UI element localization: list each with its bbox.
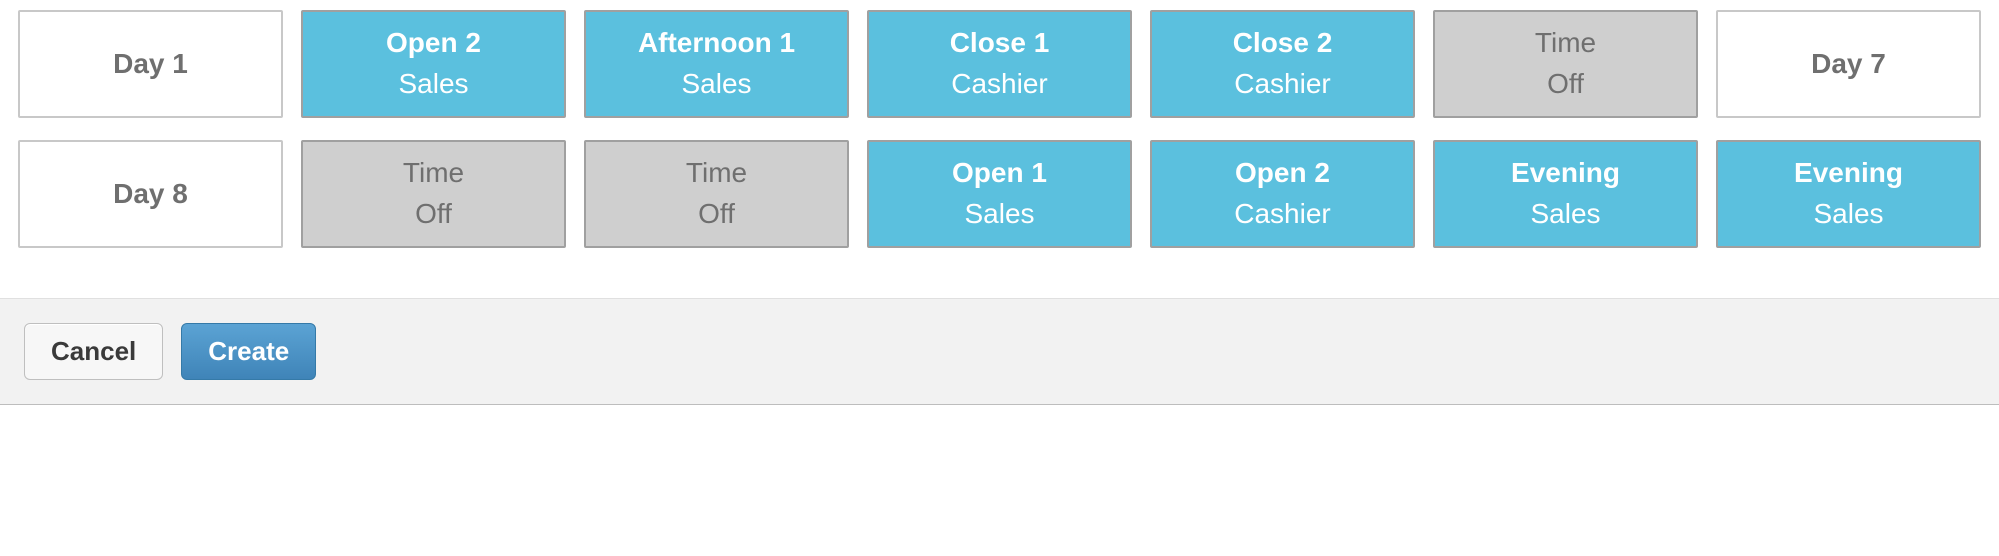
cell-line1: Close 1 bbox=[950, 23, 1050, 64]
cell-line1: Day 7 bbox=[1811, 44, 1886, 85]
day-header-cell[interactable]: Day 8 bbox=[18, 140, 283, 248]
cell-line2: Sales bbox=[681, 64, 751, 105]
cell-line1: Time bbox=[1535, 23, 1596, 64]
shift-cell[interactable]: Close 2 Cashier bbox=[1150, 10, 1415, 118]
cell-line2: Sales bbox=[1530, 194, 1600, 235]
cell-line1: Open 2 bbox=[386, 23, 481, 64]
cell-line2: Off bbox=[415, 194, 452, 235]
cell-line1: Day 8 bbox=[113, 174, 188, 215]
schedule-row: Day 1 Open 2 Sales Afternoon 1 Sales Clo… bbox=[18, 10, 1981, 118]
cancel-button[interactable]: Cancel bbox=[24, 323, 163, 380]
schedule-row: Day 8 Time Off Time Off Open 1 Sales Ope… bbox=[18, 140, 1981, 248]
shift-cell[interactable]: Open 2 Sales bbox=[301, 10, 566, 118]
shift-cell[interactable]: Open 2 Cashier bbox=[1150, 140, 1415, 248]
time-off-cell[interactable]: Time Off bbox=[584, 140, 849, 248]
cell-line1: Evening bbox=[1511, 153, 1620, 194]
cell-line2: Cashier bbox=[1234, 64, 1330, 105]
day-header-cell[interactable]: Day 7 bbox=[1716, 10, 1981, 118]
cell-line2: Off bbox=[698, 194, 735, 235]
cell-line1: Evening bbox=[1794, 153, 1903, 194]
cell-line1: Open 2 bbox=[1235, 153, 1330, 194]
shift-cell[interactable]: Evening Sales bbox=[1716, 140, 1981, 248]
footer-bar: Cancel Create bbox=[0, 298, 1999, 405]
cell-line2: Sales bbox=[398, 64, 468, 105]
shift-cell[interactable]: Close 1 Cashier bbox=[867, 10, 1132, 118]
cell-line2: Sales bbox=[1813, 194, 1883, 235]
shift-cell[interactable]: Open 1 Sales bbox=[867, 140, 1132, 248]
day-header-cell[interactable]: Day 1 bbox=[18, 10, 283, 118]
cell-line1: Time bbox=[403, 153, 464, 194]
shift-cell[interactable]: Evening Sales bbox=[1433, 140, 1698, 248]
time-off-cell[interactable]: Time Off bbox=[1433, 10, 1698, 118]
schedule-grid: Day 1 Open 2 Sales Afternoon 1 Sales Clo… bbox=[0, 0, 1999, 298]
cell-line2: Off bbox=[1547, 64, 1584, 105]
cell-line1: Close 2 bbox=[1233, 23, 1333, 64]
shift-cell[interactable]: Afternoon 1 Sales bbox=[584, 10, 849, 118]
cell-line2: Sales bbox=[964, 194, 1034, 235]
cell-line2: Cashier bbox=[1234, 194, 1330, 235]
cell-line1: Afternoon 1 bbox=[638, 23, 795, 64]
time-off-cell[interactable]: Time Off bbox=[301, 140, 566, 248]
cell-line1: Day 1 bbox=[113, 44, 188, 85]
cell-line1: Open 1 bbox=[952, 153, 1047, 194]
create-button[interactable]: Create bbox=[181, 323, 316, 380]
cell-line1: Time bbox=[686, 153, 747, 194]
cell-line2: Cashier bbox=[951, 64, 1047, 105]
